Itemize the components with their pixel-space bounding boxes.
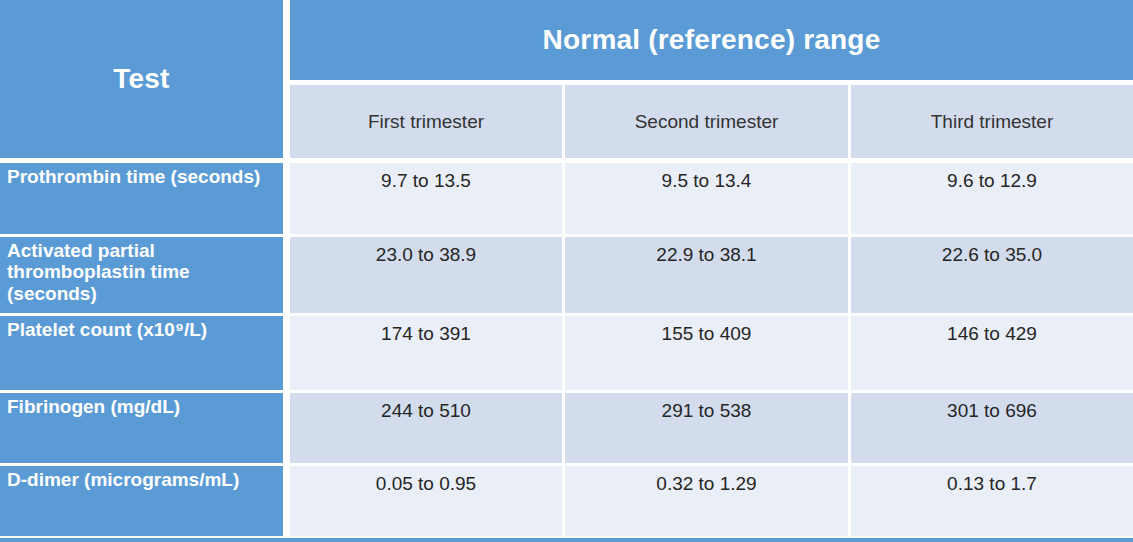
- bottom-accent-strip: [0, 538, 1133, 542]
- row-label-prothrombin-time: Prothrombin time (seconds): [0, 163, 283, 234]
- d-dimer-first-trimester-value: 0.05 to 0.95: [290, 466, 562, 536]
- normal-range-header: Normal (reference) range: [290, 0, 1133, 80]
- second-trimester-header: Second trimester: [565, 85, 848, 158]
- table-grid: Test Normal (reference) range First trim…: [0, 0, 1133, 542]
- platelet-third-trimester-value: 146 to 429: [851, 316, 1133, 390]
- fibrinogen-third-trimester-value: 301 to 696: [851, 393, 1133, 463]
- aptt-third-trimester-value: 22.6 to 35.0: [851, 237, 1133, 313]
- row-label-fibrinogen: Fibrinogen (mg/dL): [0, 393, 283, 463]
- row-label-aptt: Activated partial thromboplastin time (s…: [0, 237, 283, 313]
- prothrombin-first-trimester-value: 9.7 to 13.5: [290, 163, 562, 234]
- row-label-platelet-count: Platelet count (x10⁹/L): [0, 316, 283, 390]
- third-trimester-header: Third trimester: [851, 85, 1133, 158]
- aptt-second-trimester-value: 22.9 to 38.1: [565, 237, 848, 313]
- d-dimer-second-trimester-value: 0.32 to 1.29: [565, 466, 848, 536]
- prothrombin-third-trimester-value: 9.6 to 12.9: [851, 163, 1133, 234]
- row-label-d-dimer: D-dimer (micrograms/mL): [0, 466, 283, 536]
- test-column-header: Test: [0, 0, 283, 158]
- d-dimer-third-trimester-value: 0.13 to 1.7: [851, 466, 1133, 536]
- prothrombin-second-trimester-value: 9.5 to 13.4: [565, 163, 848, 234]
- platelet-first-trimester-value: 174 to 391: [290, 316, 562, 390]
- first-trimester-header: First trimester: [290, 85, 562, 158]
- reference-range-table: Test Normal (reference) range First trim…: [0, 0, 1133, 542]
- fibrinogen-second-trimester-value: 291 to 538: [565, 393, 848, 463]
- aptt-first-trimester-value: 23.0 to 38.9: [290, 237, 562, 313]
- fibrinogen-first-trimester-value: 244 to 510: [290, 393, 562, 463]
- platelet-second-trimester-value: 155 to 409: [565, 316, 848, 390]
